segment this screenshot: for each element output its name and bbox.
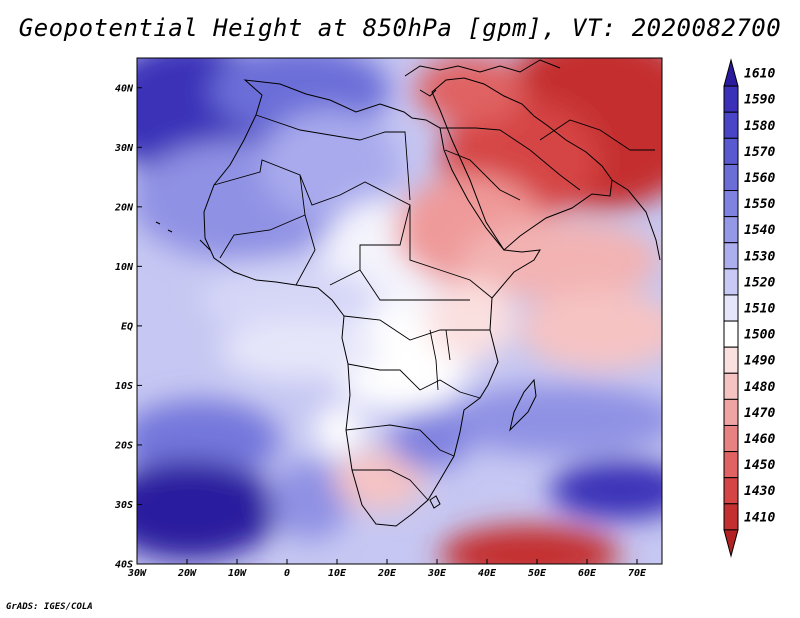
colorbar-swatch	[723, 477, 739, 505]
colorbar-swatch	[723, 503, 739, 531]
colorbar-label: 1510	[744, 302, 775, 317]
lat-tick-label: 40S	[115, 560, 133, 571]
colorbar-swatch	[723, 85, 739, 113]
lon-tick-label: 70E	[628, 568, 647, 579]
colorbar-swatch	[723, 268, 739, 296]
lat-tick-label: 30S	[114, 500, 133, 511]
lat-tick-label: EQ	[121, 321, 133, 332]
colorbar-swatch	[723, 242, 739, 270]
colorbar-top-arrow	[723, 58, 739, 87]
colorbar-label: 1480	[744, 380, 775, 395]
coastlines	[155, 59, 661, 527]
colorbar-label: 1520	[744, 275, 775, 290]
lon-tick-label: 40E	[478, 568, 497, 579]
colorbar-label: 1470	[744, 406, 775, 421]
lon-tick-label: 50E	[528, 568, 547, 579]
colorbar-label: 1430	[744, 484, 775, 499]
colorbar-label: 1560	[744, 171, 775, 186]
colorbar-swatch	[723, 111, 739, 139]
colorbar-label: 1540	[744, 223, 775, 238]
colorbar-swatch	[723, 294, 739, 322]
colorbar-label: 1450	[744, 458, 775, 473]
colorbar-swatch	[723, 190, 739, 218]
lon-tick-label: 60E	[578, 568, 597, 579]
colorbar-swatch	[723, 398, 739, 426]
lon-tick-label: 30W	[127, 568, 147, 579]
colorbar-swatch	[723, 451, 739, 479]
colorbar-label: 1410	[744, 510, 775, 525]
lat-tick-label: 30N	[114, 143, 134, 154]
colorbar-label: 1500	[744, 328, 775, 343]
colorbar-swatch	[723, 424, 739, 453]
colorbar-label: 1530	[744, 249, 775, 264]
colorbar-swatch	[723, 346, 739, 374]
country-borders	[213, 114, 655, 501]
colorbar-label: 1490	[744, 354, 775, 369]
grads-credit: GrADS: IGES/COLA	[6, 602, 93, 612]
longitude-axis: 30W 20W 10W 0 10E 20E 30E 40E 50E 60E 70E	[127, 559, 647, 579]
colorbar-label: 1580	[744, 119, 775, 134]
lon-tick-label: 20W	[177, 568, 197, 579]
lat-tick-label: 10S	[115, 381, 133, 392]
height-field	[137, 58, 662, 564]
lat-tick-label: 20N	[114, 202, 134, 213]
colorbar-bottom-arrow	[723, 529, 739, 558]
lat-tick-label: 10N	[115, 262, 134, 273]
colorbar-label: 1460	[744, 432, 775, 447]
lon-tick-label: 10E	[328, 568, 347, 579]
colorbar-swatch	[723, 372, 739, 400]
latitude-axis: 40N 30N 20N 10N EQ 10S 20S 30S 40S	[114, 83, 142, 571]
map-title: Geopotential Height at 850hPa [gpm], VT:…	[18, 14, 782, 42]
colorbar-swatch	[723, 163, 739, 192]
colorbar: 1610 1590 1580 1570 1560 1550 1540 1530 1520 1510…	[723, 58, 775, 558]
colorbar-label: 1590	[744, 93, 775, 108]
plot-frame	[136, 57, 663, 565]
colorbar-swatch	[723, 216, 739, 244]
lon-tick-label: 0	[284, 568, 290, 579]
lat-tick-label: 40N	[115, 83, 134, 94]
colorbar-swatch	[723, 320, 739, 348]
colorbar-label: 1610	[744, 67, 775, 82]
colorbar-label: 1550	[744, 197, 775, 212]
colorbar-swatch	[723, 137, 739, 165]
lat-tick-label: 20S	[114, 440, 133, 451]
colorbar-label: 1570	[744, 145, 775, 160]
lon-tick-label: 20E	[377, 568, 397, 579]
lon-tick-label: 30E	[427, 568, 447, 579]
lon-tick-label: 10W	[228, 568, 247, 579]
